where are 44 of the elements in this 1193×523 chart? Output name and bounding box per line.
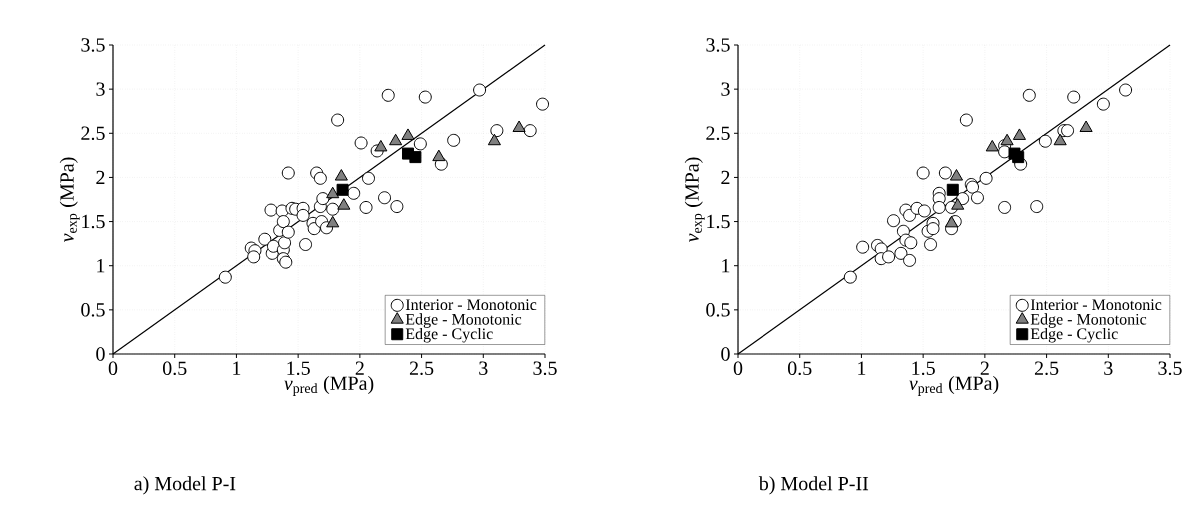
- y-tick-label: 3.5: [706, 38, 730, 52]
- x-tick-label: 2.5: [1034, 361, 1059, 376]
- x-axis-title: v$_{pred}$ (MPa): [909, 375, 999, 396]
- legend-label: Interior - Monotonic: [1030, 299, 1162, 311]
- x-tick-label: 0.5: [787, 361, 812, 376]
- legend-label: Edge - Cyclic: [405, 327, 493, 343]
- y-tick-label: 0.5: [706, 303, 730, 317]
- x-tick-label: 3.5: [533, 361, 557, 376]
- y-tick-label: 3.5: [81, 38, 105, 52]
- y-tick-label: 2.5: [706, 126, 730, 141]
- text: b) Model P-II: [758, 476, 869, 495]
- x-tick-label: 0: [733, 361, 743, 376]
- x-tick-label: 2: [980, 361, 989, 375]
- y-tick-label: 1: [97, 259, 105, 273]
- y-tick-label: 3: [96, 82, 105, 96]
- x-tick-label: 3: [1104, 361, 1113, 375]
- text: a) Model P-I: [134, 476, 236, 495]
- legend-label: Edge - Monotonic: [405, 313, 522, 328]
- y-tick-label: 2.5: [81, 126, 105, 141]
- legend-label: Edge - Monotonic: [1030, 313, 1147, 328]
- x-axis-title: v$_{pred}$ (MPa): [284, 375, 374, 396]
- legend-label: Interior - Monotonic: [405, 299, 537, 311]
- x-tick-label: 1.5: [287, 361, 310, 375]
- y-tick-label: 1.5: [82, 214, 105, 229]
- y-axis-title: v$_{exp}$ (MPa): [684, 157, 705, 243]
- x-tick-label: 1: [233, 361, 241, 375]
- x-tick-label: 2: [355, 361, 364, 375]
- x-tick-label: 3: [479, 361, 488, 375]
- x-tick-label: 2.5: [409, 361, 434, 376]
- x-tick-label: 3.5: [1158, 361, 1182, 376]
- x-tick-label: 0.5: [162, 361, 187, 376]
- y-tick-label: 2: [96, 170, 105, 185]
- y-tick-label: 0: [96, 347, 105, 361]
- y-tick-label: 1: [722, 259, 730, 273]
- x-tick-label: 0: [108, 361, 118, 376]
- y-tick-label: 1.5: [707, 214, 730, 229]
- x-tick-label: 1: [858, 361, 866, 375]
- y-tick-label: 0: [721, 347, 730, 361]
- y-tick-label: 2: [721, 170, 730, 185]
- y-tick-label: 0.5: [81, 303, 105, 317]
- legend-label: Edge - Cyclic: [1030, 327, 1118, 343]
- y-axis-title: v$_{exp}$ (MPa): [59, 157, 80, 243]
- y-tick-label: 3: [721, 82, 730, 96]
- x-tick-label: 1.5: [912, 361, 935, 375]
